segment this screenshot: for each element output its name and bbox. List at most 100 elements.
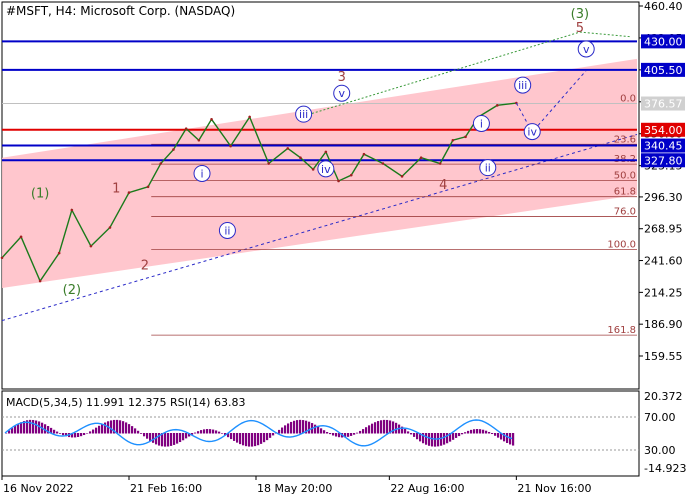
- macd-bar: [416, 433, 419, 440]
- macd-bar: [440, 433, 443, 446]
- macd-bar: [419, 433, 422, 442]
- macd-bar: [101, 424, 104, 434]
- macd-bar: [158, 433, 161, 446]
- macd-bar: [464, 432, 467, 434]
- macd-bar: [410, 433, 413, 435]
- macd-bar: [209, 429, 212, 434]
- macd-bar: [368, 425, 371, 434]
- macd-bar: [152, 433, 155, 443]
- macd-bar: [434, 433, 437, 447]
- macd-bar: [308, 421, 311, 434]
- macd-bar: [56, 431, 59, 434]
- macd-bar: [482, 429, 485, 434]
- wave-label-circle: [193, 164, 211, 182]
- level-badge-label: 354.00: [644, 124, 683, 137]
- macd-bar: [407, 431, 410, 434]
- macd-bar: [362, 429, 365, 434]
- macd-bar: [59, 433, 62, 434]
- macd-bar: [143, 433, 146, 437]
- level-badge: [641, 138, 685, 153]
- macd-bar: [248, 433, 251, 447]
- price-point: [172, 148, 175, 151]
- macd-bar: [233, 433, 236, 441]
- macd-bar: [269, 433, 272, 438]
- macd-bar: [377, 421, 380, 434]
- macd-bar: [383, 419, 386, 434]
- macd-bar: [236, 433, 239, 443]
- macd-bar: [167, 433, 170, 447]
- macd-bar: [74, 433, 77, 438]
- macd-bar: [35, 420, 38, 434]
- wave-label-circle: [295, 105, 313, 123]
- fib-level-label: 100.0: [607, 240, 636, 251]
- macd-bar: [122, 421, 125, 434]
- rsi-line: [4, 419, 513, 447]
- price-point: [127, 191, 131, 194]
- macd-bar: [473, 429, 476, 434]
- wave-label-circle: [472, 114, 490, 132]
- macd-bar: [113, 419, 116, 434]
- macd-bar: [89, 431, 92, 434]
- macd-bar: [389, 420, 392, 434]
- macd-bar: [149, 433, 152, 441]
- macd-bar: [29, 419, 32, 434]
- macd-bar: [179, 433, 182, 443]
- macd-bar: [26, 420, 29, 434]
- macd-bar: [86, 433, 89, 434]
- macd-bar: [461, 433, 464, 435]
- macd-bar: [224, 433, 227, 436]
- wave-label-circle: [218, 221, 236, 239]
- price-point: [464, 135, 467, 139]
- macd-bar: [488, 431, 491, 434]
- price-point: [419, 156, 423, 160]
- macd-bar: [386, 419, 389, 434]
- macd-bar: [116, 419, 119, 434]
- macd-bar: [320, 428, 323, 434]
- macd-bar: [104, 422, 107, 434]
- wave-label: i: [200, 167, 203, 180]
- macd-bar: [260, 433, 263, 444]
- level-badge-label: 340.45: [644, 140, 683, 153]
- indicator-label: MACD(5,34,5) 11.991 12.375 RSI(14) 63.83: [6, 396, 245, 409]
- time-tick-label: 21 Nov 16:00: [517, 482, 591, 495]
- macd-bar: [161, 433, 164, 447]
- macd-bar: [437, 433, 440, 447]
- macd-bar: [395, 422, 398, 434]
- macd-bar: [44, 424, 47, 434]
- indicator-tick-label: 30.00: [644, 444, 676, 457]
- fib-level-label: 161.8: [607, 325, 636, 336]
- price-point: [400, 175, 404, 178]
- macd-bar: [458, 433, 461, 437]
- wave-label: iv: [527, 126, 537, 139]
- macd-bar: [332, 433, 335, 436]
- price-point: [248, 115, 251, 119]
- macd-bar: [188, 433, 191, 437]
- macd-bar: [479, 429, 482, 434]
- macd-bar: [302, 420, 305, 434]
- wave-label: 3: [338, 70, 346, 85]
- macd-bar: [17, 423, 20, 434]
- macd-bar: [281, 427, 284, 434]
- current-price-badge: [641, 96, 685, 111]
- fib-level-label: 61.8: [614, 187, 636, 198]
- macd-bar: [338, 433, 341, 438]
- macd-bar: [425, 433, 428, 445]
- price-point: [19, 235, 23, 239]
- wave-label: 1: [112, 182, 120, 197]
- macd-bar: [344, 433, 347, 438]
- macd-bar: [455, 433, 458, 438]
- level-badge: [641, 34, 685, 49]
- macd-bar: [365, 427, 368, 434]
- macd-bar: [278, 429, 281, 434]
- macd-bar: [500, 433, 503, 440]
- macd-bar: [296, 420, 299, 434]
- macd-bar: [53, 429, 56, 434]
- macd-bar: [413, 433, 416, 437]
- macd-bar: [401, 426, 404, 434]
- macd-bar: [317, 426, 320, 434]
- macd-bar: [422, 433, 425, 444]
- macd-bar: [323, 430, 326, 434]
- fib-level-label: 76.0: [614, 206, 636, 217]
- price-tick-label: 296.30: [644, 191, 683, 204]
